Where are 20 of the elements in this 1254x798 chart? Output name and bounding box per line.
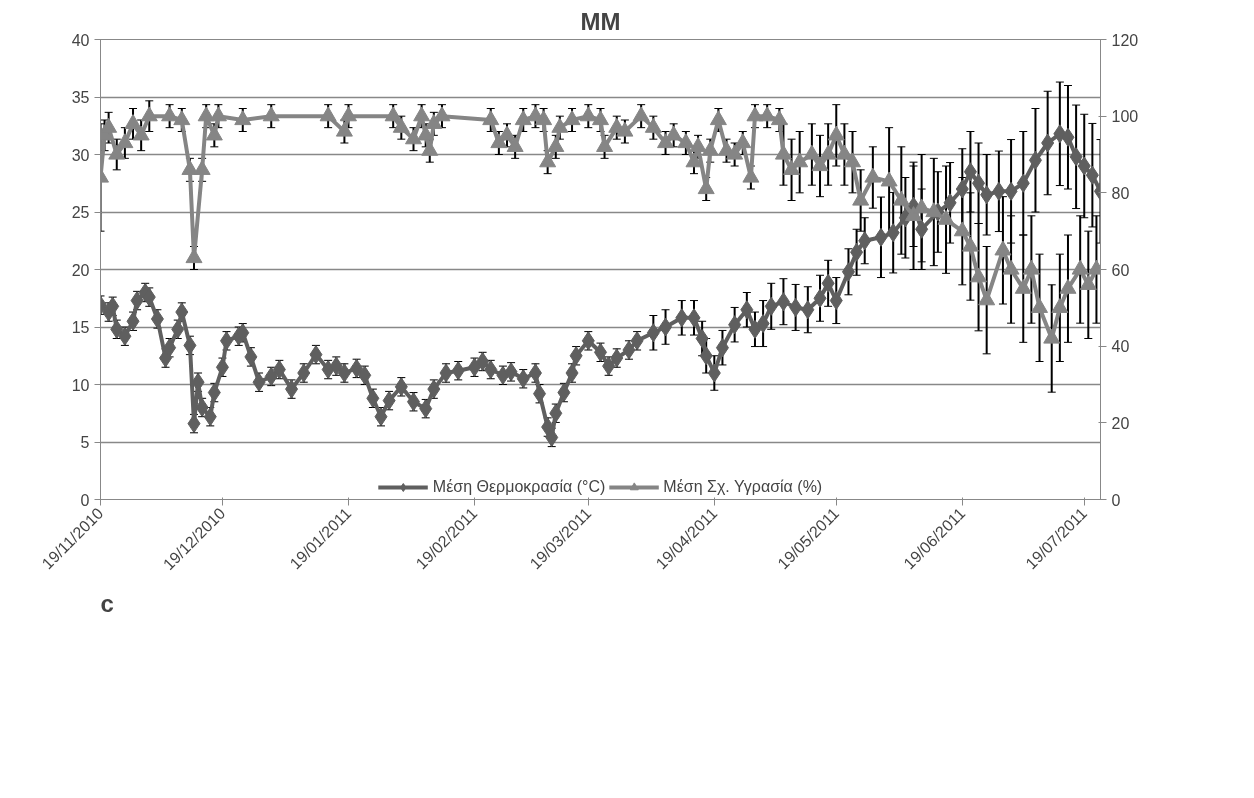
y2-tick-label: 60 [1111,261,1130,279]
y2-tick-label: 80 [1111,184,1130,202]
chart-title: MM [580,7,621,35]
y-tick-label: 40 [71,31,90,49]
y-tick-label: 20 [71,261,90,279]
y2-tick-label: 0 [1111,491,1121,509]
legend-label: Μέση Θερμοκρασία (°C) [432,478,606,496]
text: c [100,589,114,617]
y-tick-label: 15 [71,319,90,336]
y2-tick-label: 20 [1111,414,1130,432]
y2-tick-label: 100 [1111,108,1139,126]
y-tick-label: 0 [80,491,90,509]
y-tick-label: 25 [71,204,90,221]
y-tick-label: 35 [71,89,90,106]
legend-label: Μέση Σχ. Υγρασία (%) [663,478,823,496]
y-tick-label: 10 [71,376,90,394]
y2-tick-label: 40 [1111,338,1130,356]
y-tick-label: 5 [80,434,90,451]
y2-tick-label: 120 [1111,31,1139,49]
y-tick-label: 30 [71,146,90,164]
